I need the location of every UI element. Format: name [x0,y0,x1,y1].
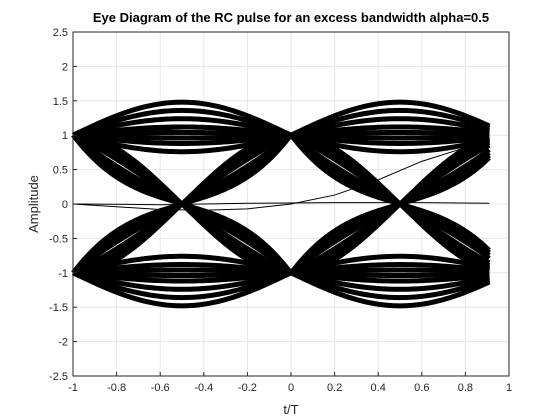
eye-level-trace [72,270,292,279]
y-tick-label: 2.5 [53,27,68,39]
eye-level-trace [290,132,490,141]
x-tick-label: 0 [288,382,294,394]
axis-ticks: -1 -0.8 -0.6 -0.4 -0.2 0 0.2 0.4 0.6 0.8 1 -2.5 -2 -1… [49,27,512,394]
eye-transition-trace [289,133,491,252]
y-tick-label: 1 [62,130,68,142]
eye-level-trace [290,116,490,138]
eye-level-trace [72,270,292,292]
eye-level-trace [72,132,292,146]
y-tick-label: -1 [58,268,68,280]
x-tick-label: -0.6 [151,382,170,394]
y-tick-label: 0 [62,199,68,211]
eye-level-trace [71,270,293,309]
y-axis-label: Amplitude [26,175,41,233]
eye-level-trace [290,262,490,276]
y-tick-label: -2 [58,337,68,349]
x-tick-label: -0.4 [194,382,213,394]
y-tick-label: -0.5 [49,233,68,245]
chart-title: Eye Diagram of the RC pulse for an exces… [93,10,489,25]
eye-level-trace [71,99,293,138]
thin-trace [72,140,490,211]
y-tick-label: -2.5 [49,371,68,383]
eye-level-trace [72,270,292,284]
x-tick-label: 0.4 [371,382,386,394]
eye-level-trace [290,129,490,138]
x-tick-label: 0.2 [327,382,342,394]
x-tick-label: -0.2 [238,382,257,394]
x-tick-label: -1 [68,382,78,394]
eye-level-trace [290,267,490,276]
thin-trace [72,202,490,206]
x-tick-label: -0.8 [107,382,126,394]
x-axis-label: t/T [283,402,298,417]
eye-traces [71,99,491,309]
y-tick-label: 2 [62,61,68,73]
eye-level-trace [72,129,292,138]
y-tick-label: -1.5 [49,302,68,314]
eye-level-trace [290,124,490,138]
eye-level-trace [290,270,490,284]
eye-level-trace [290,270,490,279]
eye-level-trace [72,267,292,276]
eye-level-trace [72,262,292,276]
thin-trace [116,127,292,136]
eye-level-trace [290,270,491,301]
eye-level-trace [290,107,491,138]
eye-level-trace [72,107,292,138]
y-tick-label: 0.5 [53,165,68,177]
eye-level-trace [72,270,292,301]
eye-level-trace [289,270,491,309]
x-tick-label: 1 [506,382,512,394]
y-tick-label: 1.5 [53,96,68,108]
eye-level-trace [289,99,491,138]
x-tick-label: 0.8 [458,382,473,394]
eye-transition-trace [289,156,491,275]
eye-level-trace [290,270,490,292]
eye-level-trace [72,116,292,138]
eye-level-trace [72,132,292,141]
eye-level-trace [290,132,490,146]
x-tick-label: 0.6 [414,382,429,394]
